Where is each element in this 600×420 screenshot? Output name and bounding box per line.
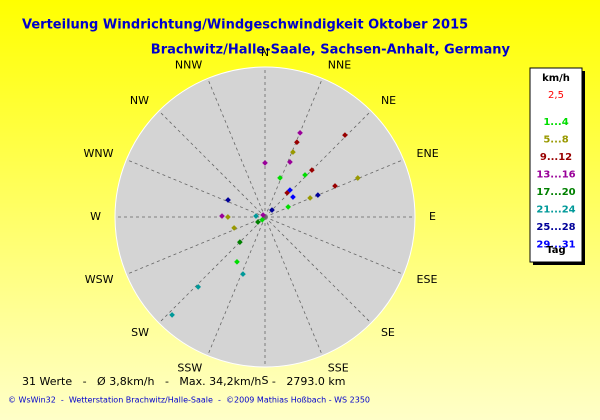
- data-point: [315, 192, 321, 198]
- footer: 31 Werte - Ø 3,8km/h - Max. 34,2km/h - 2…: [22, 375, 345, 388]
- data-point: [294, 139, 300, 146]
- data-point: [290, 149, 296, 155]
- data-point: [231, 225, 237, 231]
- direction-label: W: [90, 210, 101, 223]
- spoke: [207, 78, 266, 218]
- data-point: [195, 284, 202, 290]
- data-point: [169, 312, 175, 318]
- data-point: [253, 213, 259, 219]
- data-point: [219, 213, 225, 219]
- legend-entry: 5...8: [543, 135, 568, 146]
- data-point: [354, 175, 361, 181]
- legend-note: 2,5: [548, 90, 564, 101]
- data-point: [262, 160, 268, 166]
- direction-label: NE: [381, 94, 396, 107]
- direction-label: NW: [130, 94, 149, 107]
- data-point: [277, 175, 283, 181]
- data-point: [225, 197, 231, 203]
- data-point: [342, 132, 348, 138]
- data-point: [260, 212, 266, 218]
- data-point: [285, 204, 291, 210]
- spoke: [264, 216, 323, 356]
- data-point: [287, 187, 293, 193]
- legend-entry: 25...28: [536, 222, 575, 233]
- spoke: [126, 159, 266, 218]
- data-point: [290, 194, 296, 200]
- spoke: [126, 216, 266, 275]
- direction-label: S: [262, 374, 269, 387]
- spoke: [207, 216, 266, 356]
- chart-subtitle: Brachwitz/Halle-Saale, Sachsen-Anhalt, G…: [151, 43, 511, 58]
- data-point: [269, 207, 275, 213]
- legend-entry: 1...4: [543, 117, 568, 128]
- legend-entry: 21...24: [536, 205, 575, 216]
- direction-label: E: [429, 210, 436, 223]
- legend-entry: 17...20: [536, 187, 575, 198]
- spoke: [264, 110, 372, 218]
- data-point: [237, 239, 243, 245]
- data-point: [225, 214, 231, 220]
- chart-title: Verteilung Windrichtung/Windgeschwindigk…: [22, 18, 468, 33]
- direction-label: WSW: [85, 273, 114, 286]
- spoke: [264, 78, 323, 218]
- direction-label: N: [261, 46, 269, 59]
- direction-label: ESE: [417, 273, 438, 286]
- direction-label: SSE: [328, 362, 349, 375]
- spoke: [264, 216, 404, 275]
- spoke: [158, 110, 266, 218]
- legend-entry: 13...16: [536, 170, 575, 181]
- data-point: [302, 172, 308, 178]
- data-point: [332, 183, 338, 189]
- direction-label: ENE: [417, 147, 439, 160]
- direction-label: WNW: [83, 147, 113, 160]
- direction-label: SE: [381, 326, 395, 339]
- data-point: [234, 259, 240, 265]
- legend-title: km/h: [542, 73, 570, 84]
- spoke: [264, 216, 372, 324]
- direction-label: NNW: [175, 58, 202, 71]
- data-point: [240, 271, 246, 277]
- data-point: [255, 219, 261, 225]
- credit: © WsWin32 - Wetterstation Brachwitz/Hall…: [8, 396, 370, 405]
- data-point: [307, 195, 313, 201]
- direction-label: SSW: [177, 362, 202, 375]
- legend-footer: Tag: [546, 245, 565, 256]
- direction-label: SW: [131, 326, 149, 339]
- data-point: [297, 129, 303, 136]
- data-point: [309, 167, 315, 173]
- direction-label: NNE: [328, 58, 351, 71]
- legend-entry: 29...31: [536, 240, 575, 251]
- data-point: [259, 216, 266, 223]
- legend-box: [529, 67, 583, 263]
- data-point: [287, 159, 293, 165]
- legend-entry: 9...12: [540, 152, 572, 163]
- spoke: [158, 216, 266, 324]
